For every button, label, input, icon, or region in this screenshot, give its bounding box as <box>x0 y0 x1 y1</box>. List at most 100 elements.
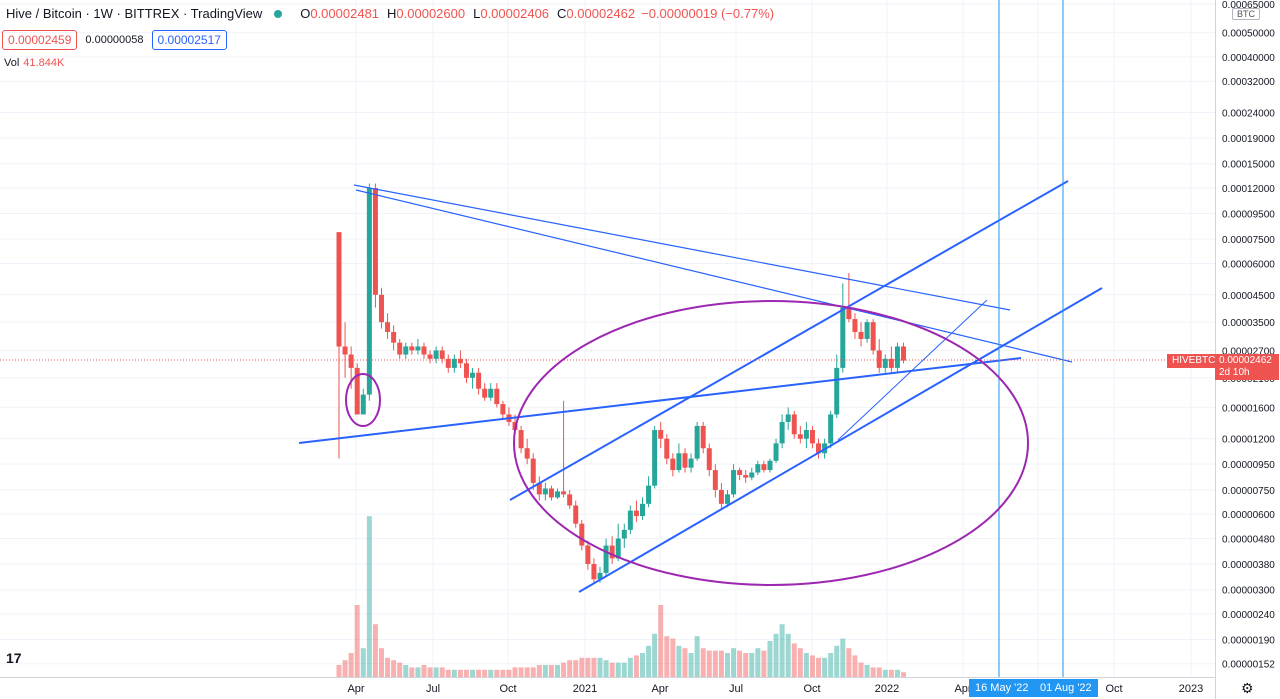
volume-bar <box>828 653 834 677</box>
volume-bar <box>397 662 403 677</box>
candle-body <box>700 425 706 449</box>
candle-body <box>840 307 846 368</box>
symbol-title[interactable]: Hive / Bitcoin · 1W · BITTREX · TradingV… <box>6 6 263 21</box>
ohlc-close: 0.00002462 <box>566 6 636 21</box>
candle-body <box>476 372 482 389</box>
volume-bar <box>852 655 858 677</box>
time-tick-label: Jul <box>426 683 440 695</box>
candle-body <box>761 464 767 471</box>
bar-countdown: 2d 10h <box>1219 367 1250 378</box>
volume-bar <box>809 655 815 677</box>
candle-body <box>494 388 500 405</box>
candle-body <box>530 458 536 483</box>
tradingview-logo-icon[interactable]: 17 <box>6 650 22 666</box>
candle-body <box>682 453 688 468</box>
volume-bar <box>451 669 457 677</box>
candle-body <box>372 188 378 295</box>
volume-bar <box>621 662 627 677</box>
candle-body <box>621 529 627 539</box>
spread-value: 0.00000058 <box>85 34 144 46</box>
volume-bar <box>500 669 506 677</box>
candle-body <box>403 346 409 355</box>
price-tick-label: 0.00004500 <box>1222 291 1275 302</box>
volume-bar <box>688 653 694 677</box>
volume-bar <box>882 669 888 677</box>
buy-button[interactable]: 0.00002517 <box>151 30 227 50</box>
candle-body <box>421 346 427 355</box>
candle-body <box>755 464 761 473</box>
candle-body <box>694 425 700 459</box>
price-tick-label: 0.00012000 <box>1222 184 1275 195</box>
candle-body <box>779 421 785 444</box>
candle-body <box>864 322 870 339</box>
candle-body <box>633 510 639 517</box>
volume-bar <box>822 657 828 677</box>
volume-bar <box>670 638 676 677</box>
sell-button[interactable]: 0.00002459 <box>2 30 78 50</box>
channel-upper-line <box>509 180 1069 501</box>
volume-bar <box>870 667 876 677</box>
candle-body <box>688 458 694 468</box>
volume-bar <box>633 655 639 677</box>
volume-bar <box>597 657 603 677</box>
candle-body <box>385 322 391 332</box>
time-tick-label: Oct <box>499 683 516 695</box>
volume-bar <box>445 669 451 677</box>
candle-body <box>785 414 791 422</box>
volume-bar <box>749 653 755 677</box>
resistance-line-upper <box>353 184 1011 311</box>
candle-body <box>749 472 755 478</box>
candle-body <box>585 545 591 564</box>
volume-bar <box>888 669 894 677</box>
large-ellipse <box>513 300 1029 586</box>
candle-body <box>451 358 457 368</box>
candle-body <box>828 414 834 444</box>
price-tick-label: 0.00040000 <box>1222 53 1275 64</box>
volume-bar <box>731 648 737 677</box>
price-axis: 0.00065000 0.00050000 0.00040000 0.00032000… <box>1215 0 1280 699</box>
candle-body <box>579 523 585 546</box>
price-tick-label: 0.00050000 <box>1222 29 1275 40</box>
candle-body <box>470 372 476 378</box>
candle-body <box>463 363 469 378</box>
candle-body <box>652 430 658 486</box>
volume-label: Vol <box>4 57 20 69</box>
currency-badge[interactable]: BTC <box>1232 8 1260 20</box>
ohlc-open: 0.00002481 <box>310 6 380 21</box>
ohlc-low-key: L <box>473 6 481 21</box>
time-tick-label: 2023 <box>1179 683 1203 695</box>
candle-body <box>391 331 397 343</box>
volume-bar <box>797 648 803 677</box>
volume-bar <box>573 660 579 677</box>
volume-bar <box>561 662 567 677</box>
volume-bar <box>585 657 591 677</box>
candle-body <box>336 232 342 347</box>
price-tick-label: 0.00032000 <box>1222 77 1275 88</box>
gear-icon[interactable]: ⚙ <box>1241 680 1254 696</box>
candle-body <box>664 438 670 459</box>
volume-bar <box>652 633 658 677</box>
volume-bar <box>803 653 809 677</box>
last-price-label: 0.00002462 2d 10h <box>1215 354 1279 380</box>
volume-bar <box>664 636 670 677</box>
price-tick-label: 0.00015000 <box>1222 160 1275 171</box>
chart-legend: Hive / Bitcoin · 1W · BITTREX · TradingV… <box>6 6 774 21</box>
candle-body <box>797 434 803 439</box>
volume-bar <box>415 667 421 677</box>
ohlc-high-key: H <box>387 6 397 21</box>
volume-bar <box>391 660 397 677</box>
price-tick-label: 0.00065000 <box>1222 0 1275 11</box>
price-tick-label: 0.00000950 <box>1222 460 1275 471</box>
candle-body <box>743 475 749 478</box>
volume-bar <box>342 660 348 677</box>
ohlc-open-key: O <box>300 6 311 21</box>
candle-body <box>615 538 621 559</box>
volume-bar <box>785 633 791 677</box>
candle-body <box>360 394 366 415</box>
volume-bar <box>512 667 518 677</box>
volume-bar <box>536 665 542 677</box>
candle-body <box>567 494 573 506</box>
candle-body <box>718 489 724 504</box>
candle-body <box>670 458 676 471</box>
